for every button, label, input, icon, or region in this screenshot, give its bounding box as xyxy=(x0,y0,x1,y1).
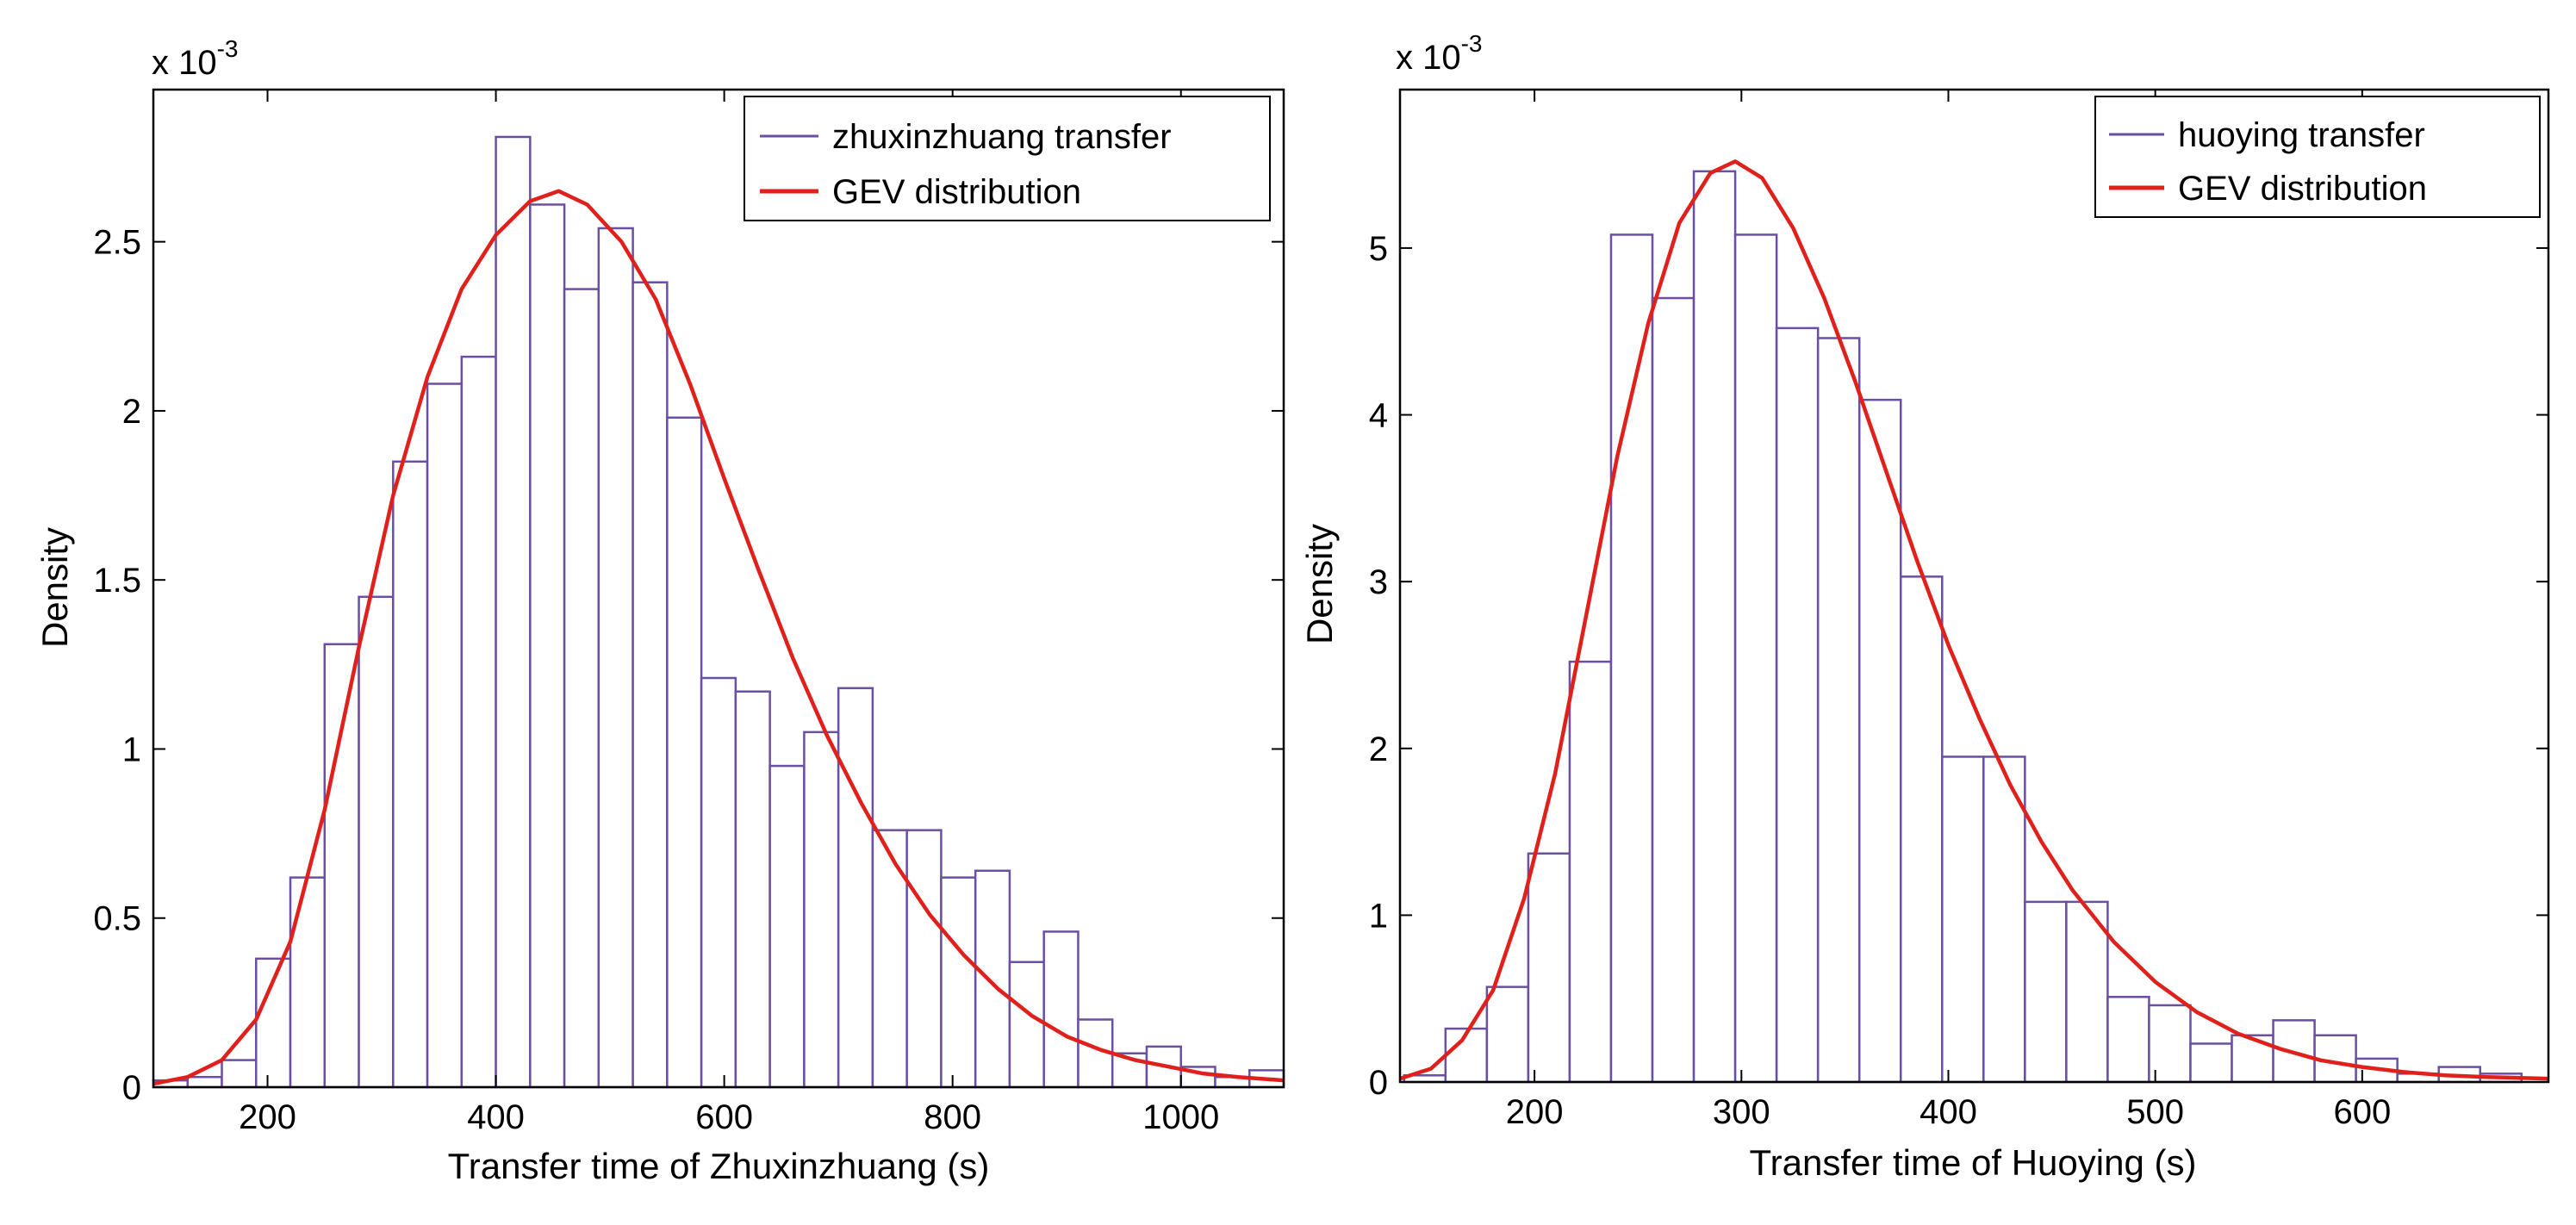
histogram-bar xyxy=(1008,961,1045,1089)
histogram-bar xyxy=(358,595,395,1089)
histogram-bar xyxy=(1899,575,1944,1084)
histogram-bar xyxy=(2024,900,2068,1084)
histogram-bar xyxy=(1941,756,1985,1084)
x-tick-label: 300 xyxy=(1713,1093,1770,1131)
plot-frame xyxy=(152,88,1285,1089)
gev-curve-zhuxinzhuang xyxy=(152,189,1285,1086)
histogram-bar xyxy=(940,876,977,1089)
histogram-bar xyxy=(632,281,669,1089)
x-tick-label: 500 xyxy=(2126,1093,2184,1131)
y-tick-label: 2 xyxy=(1369,731,1388,768)
gev-curve-huoying xyxy=(1399,159,2549,1081)
histogram-bar xyxy=(803,731,840,1089)
y-tick-label: 3 xyxy=(1369,563,1388,601)
exponent-label: x 10-3 xyxy=(152,35,239,82)
exponent-label: x 10-3 xyxy=(1396,30,1483,77)
histogram-bar xyxy=(837,687,874,1089)
x-tick-label: 400 xyxy=(1920,1093,1977,1131)
x-axis-label: Transfer time of Huoying (s) xyxy=(1750,1142,2197,1183)
y-tick-label: 4 xyxy=(1369,397,1388,435)
legend-entry-gev: GEV distribution xyxy=(832,173,1081,211)
histogram-bar xyxy=(1816,337,1861,1084)
histogram-bar xyxy=(768,764,806,1089)
histogram-bar xyxy=(871,829,908,1089)
histogram-bars-zhuxinzhuang xyxy=(152,135,1285,1089)
histogram-bar xyxy=(974,869,1011,1089)
y-axis-label: Density xyxy=(34,527,75,648)
histogram-bar xyxy=(1568,660,1613,1084)
histogram-bar xyxy=(734,690,771,1089)
histogram-bar xyxy=(700,676,737,1089)
histogram-bar xyxy=(495,135,532,1089)
histogram-bar xyxy=(2106,996,2150,1084)
y-axis-label: Density xyxy=(1299,524,1340,644)
histogram-bar xyxy=(1527,852,1571,1084)
histogram-bar xyxy=(1857,398,1902,1084)
histogram-bar xyxy=(1775,326,1820,1084)
legend-entry-gev: GEV distribution xyxy=(2178,170,2427,208)
x-tick-label: 600 xyxy=(695,1098,753,1136)
histogram-bar xyxy=(2189,1042,2233,1084)
histogram-bar xyxy=(1609,233,1654,1084)
y-tick-label: 2.5 xyxy=(93,224,141,262)
histogram-bar xyxy=(323,643,360,1089)
y-tick-label: 0 xyxy=(122,1069,141,1107)
histogram-bar xyxy=(597,227,634,1089)
histogram-bar xyxy=(426,382,464,1089)
histogram-bar xyxy=(529,203,566,1089)
histogram-bar xyxy=(666,416,703,1089)
legend: zhuxinzhuang transfer GEV distribution xyxy=(744,96,1271,221)
histogram-bar xyxy=(1982,756,2026,1084)
x-tick-label: 200 xyxy=(239,1098,296,1136)
y-tick-label: 1.5 xyxy=(93,562,141,600)
histogram-bar xyxy=(289,876,327,1089)
y-tick-label: 5 xyxy=(1369,230,1388,268)
legend-entry-histogram: zhuxinzhuang transfer xyxy=(832,118,1172,156)
histogram-bar xyxy=(2065,900,2109,1084)
x-axis-ticks: 200 300 400 500 600 xyxy=(1506,90,2391,1131)
x-tick-label: 400 xyxy=(467,1098,525,1136)
x-axis-ticks: 200 400 600 800 1000 xyxy=(239,90,1219,1136)
histogram-bars-huoying xyxy=(1403,170,2523,1084)
histogram-bar xyxy=(563,288,600,1089)
histogram-bar xyxy=(1733,233,1778,1084)
x-tick-label: 1000 xyxy=(1142,1098,1219,1136)
histogram-bar xyxy=(1485,986,1530,1084)
histogram-bar xyxy=(460,355,497,1089)
histogram-bar xyxy=(905,829,943,1089)
y-tick-label: 1 xyxy=(1369,897,1388,935)
x-axis-label: Transfer time of Zhuxinzhuang (s) xyxy=(448,1146,990,1186)
x-tick-label: 200 xyxy=(1506,1093,1564,1131)
y-tick-label: 1 xyxy=(122,731,141,768)
histogram-bar xyxy=(1692,170,1737,1084)
y-tick-label: 2 xyxy=(122,393,141,431)
y-axis-ticks: 0 1 2 3 4 5 xyxy=(1369,230,2548,1102)
histogram-bar xyxy=(1042,930,1080,1089)
y-tick-label: 0 xyxy=(1369,1064,1388,1102)
plot-frame xyxy=(1398,88,2550,1084)
legend: huoying transfer GEV distribution xyxy=(2094,96,2541,218)
histogram-bar xyxy=(186,1075,223,1089)
chart-huoying: 0 1 2 3 4 5 200 300 400 500 600 x 10-3 Density Tr… xyxy=(1299,30,2550,1183)
x-tick-label: 600 xyxy=(2333,1093,2391,1131)
legend-box xyxy=(744,96,1271,221)
chart-zhuxinzhuang: 0 0.5 1 1.5 2 2.5 200 400 600 800 1000 x 10-3 Den… xyxy=(34,35,1285,1186)
legend-entry-histogram: huoying transfer xyxy=(2178,116,2425,154)
histogram-bar xyxy=(221,1059,258,1089)
y-tick-label: 0.5 xyxy=(93,900,141,938)
y-axis-ticks: 0 0.5 1 1.5 2 2.5 xyxy=(93,224,1284,1107)
histogram-bar xyxy=(1651,296,1696,1084)
histogram-bar xyxy=(392,460,429,1089)
x-tick-label: 800 xyxy=(924,1098,981,1136)
legend-box xyxy=(2094,96,2541,218)
